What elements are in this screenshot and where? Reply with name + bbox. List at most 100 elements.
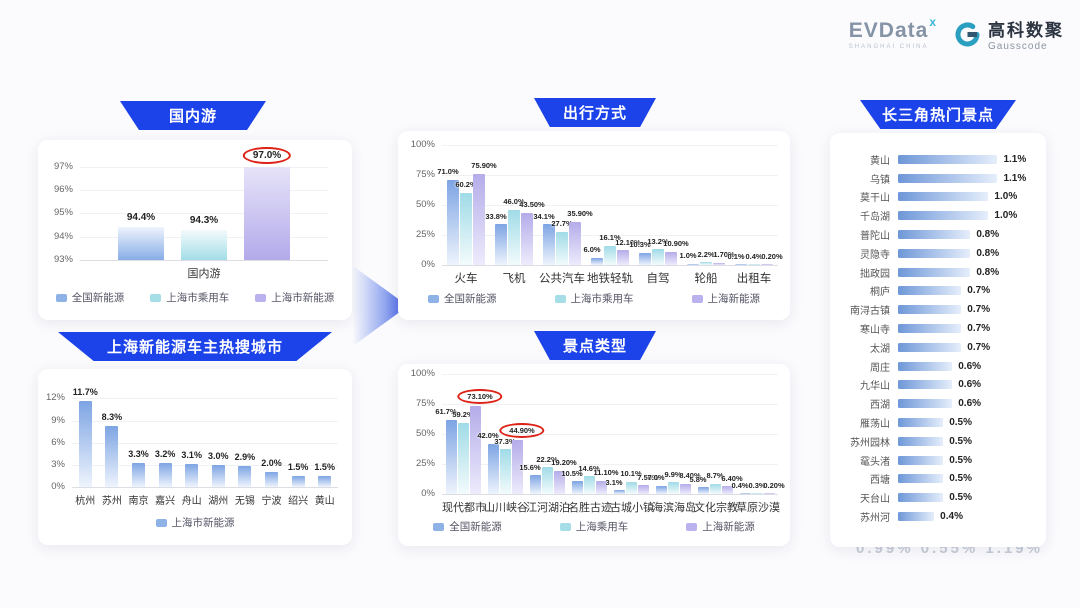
bar-value-label: 1.70% — [713, 250, 735, 260]
gridline — [442, 464, 778, 465]
bar — [118, 227, 164, 260]
x-category-label: 山川峡谷 — [484, 502, 528, 514]
bar-value-label: 6.0% — [583, 245, 601, 255]
bar-value-label: 12.10% — [615, 237, 641, 247]
y-tick-label: 93% — [53, 254, 73, 265]
bar-value-label: 2.0% — [261, 458, 282, 469]
h-bar — [898, 173, 998, 183]
bar-value-label: 33.8% — [485, 211, 507, 221]
attraction-name: 黄山 — [870, 155, 890, 167]
travel-modes-chart: 0% 25% 50% 75% 100% 71.0% 60.2% 75.90% 火车 33.8% 46… — [398, 131, 790, 320]
x-category-label: 自驾 — [646, 273, 670, 285]
bar-value-label: 6.40% — [721, 473, 743, 483]
bar — [553, 470, 565, 494]
gridline — [442, 205, 778, 206]
bar — [613, 490, 625, 494]
h-bar — [898, 399, 953, 409]
attraction-row: 天台山 0.5% — [838, 488, 1036, 507]
x-category-label: 无锡 — [234, 496, 255, 507]
bar — [739, 493, 751, 494]
bar — [751, 493, 763, 494]
legend-item[interactable]: 上海市新能源 — [255, 290, 334, 305]
x-category-label: 草原沙漠 — [736, 502, 780, 514]
x-category-label: 绍兴 — [288, 496, 309, 507]
legend-item[interactable]: 全国新能源 — [55, 290, 124, 305]
bar-value-label: 16.1% — [599, 233, 621, 243]
bar-value-label: 71.0% — [437, 167, 459, 177]
gridline — [442, 265, 778, 266]
attraction-value: 0.7% — [967, 285, 991, 297]
bar-value-label-highlighted: 44.90% — [499, 422, 545, 438]
chart-legend: 上海市新能源 — [46, 515, 344, 530]
legend-item[interactable]: 上海新能源 — [691, 291, 760, 306]
y-tick-label: 9% — [51, 414, 65, 426]
y-tick-label: 6% — [51, 436, 65, 448]
gausscode-cn: 高科数聚 — [988, 21, 1064, 40]
legend-item[interactable]: 上海新能源 — [686, 519, 755, 534]
bar — [667, 482, 679, 494]
bar-value-label: 10.90% — [663, 239, 689, 249]
bar-value-label: 35.90% — [567, 209, 593, 219]
bar — [460, 192, 472, 265]
panel-domestic-travel: 93% 94% 95% 96% 97% 94.4% 94.3% 97.0% 国内游 全国新能源 上海… — [38, 140, 352, 320]
bar-value-label: 0.20% — [761, 251, 783, 261]
h-bar — [898, 436, 944, 446]
gridline — [72, 420, 338, 422]
x-category-label: 江河湖泊 — [526, 502, 570, 514]
bar-value-label: 5.8% — [689, 474, 707, 484]
bar-value-label: 75.90% — [471, 161, 497, 171]
attraction-types-chart: 0% 25% 50% 75% 100% 61.7% 59.2% 73.10% 现代都市 42.0%… — [398, 364, 790, 546]
attraction-value: 0.6% — [958, 398, 982, 410]
bar — [181, 229, 227, 260]
bar-value-label: 1.5% — [314, 461, 335, 472]
gausscode-text: 高科数聚 Gausscode — [988, 16, 1064, 52]
bar — [265, 472, 278, 487]
attraction-value: 1.1% — [1003, 153, 1027, 165]
legend-item[interactable]: 上海市乘用车 — [150, 290, 229, 305]
bar-value-label: 0.1% — [727, 251, 745, 261]
y-tick-label: 95% — [53, 207, 73, 219]
attraction-row: 西塘 0.5% — [838, 470, 1036, 489]
attraction-name: 千岛湖 — [860, 212, 890, 224]
y-tick-label: 25% — [415, 229, 435, 240]
banner-domestic-travel: 国内游 — [120, 101, 266, 130]
attraction-row: 千岛湖 1.0% — [838, 206, 1036, 225]
banner-hot-attractions: 长三角热门景点 — [860, 100, 1016, 129]
bar-value-label-highlighted: 97.0% — [242, 146, 292, 164]
attraction-row: 雁荡山 0.5% — [838, 413, 1036, 432]
attraction-name: 太湖 — [870, 343, 890, 355]
x-category-label: 文化宗教 — [694, 502, 738, 514]
bar-value-label: 3.3% — [128, 448, 149, 459]
bar-value-label: 7.50% — [637, 472, 659, 482]
legend-item[interactable]: 上海乘用车 — [559, 519, 628, 534]
attraction-row: 鼋头渚 0.5% — [838, 451, 1036, 470]
legend-item[interactable]: 上海市乘用车 — [554, 291, 634, 306]
attraction-row: 拙政园 0.8% — [838, 263, 1036, 282]
attraction-value: 0.5% — [949, 473, 972, 485]
bar-value-label: 22.2% — [536, 454, 558, 464]
bar — [521, 212, 533, 265]
attraction-name: 鼋头渚 — [860, 456, 890, 468]
x-category-label: 出租车 — [736, 273, 772, 285]
legend-item[interactable]: 上海市新能源 — [155, 515, 235, 530]
x-category-label: 国内游 — [187, 268, 221, 280]
h-bar — [898, 380, 953, 390]
bar — [318, 475, 332, 487]
bar-value-label: 0.4% — [731, 480, 749, 490]
bar — [499, 449, 511, 494]
h-bar — [898, 361, 953, 371]
bar-value-label: 14.6% — [578, 463, 600, 473]
hot-search-cities-chart: 0% 3% 6% 9% 12% 11.7% 杭州 8.3% 苏州 3.3% 南京 3.2% 嘉兴 3.1%… — [38, 369, 352, 545]
attraction-value: 0.8% — [976, 247, 1000, 259]
bar-value-label: 0.3% — [748, 480, 766, 490]
bar — [211, 464, 225, 487]
bar — [700, 262, 712, 265]
attraction-value: 1.0% — [994, 210, 1018, 222]
bar — [697, 487, 709, 494]
bar-value-label: 9.9% — [664, 469, 682, 479]
bar — [185, 464, 199, 487]
legend-item[interactable]: 全国新能源 — [433, 519, 502, 534]
legend-label: 全国新能源 — [449, 521, 502, 533]
legend-item[interactable]: 全国新能源 — [428, 291, 497, 306]
attraction-name: 南浔古镇 — [850, 306, 890, 318]
